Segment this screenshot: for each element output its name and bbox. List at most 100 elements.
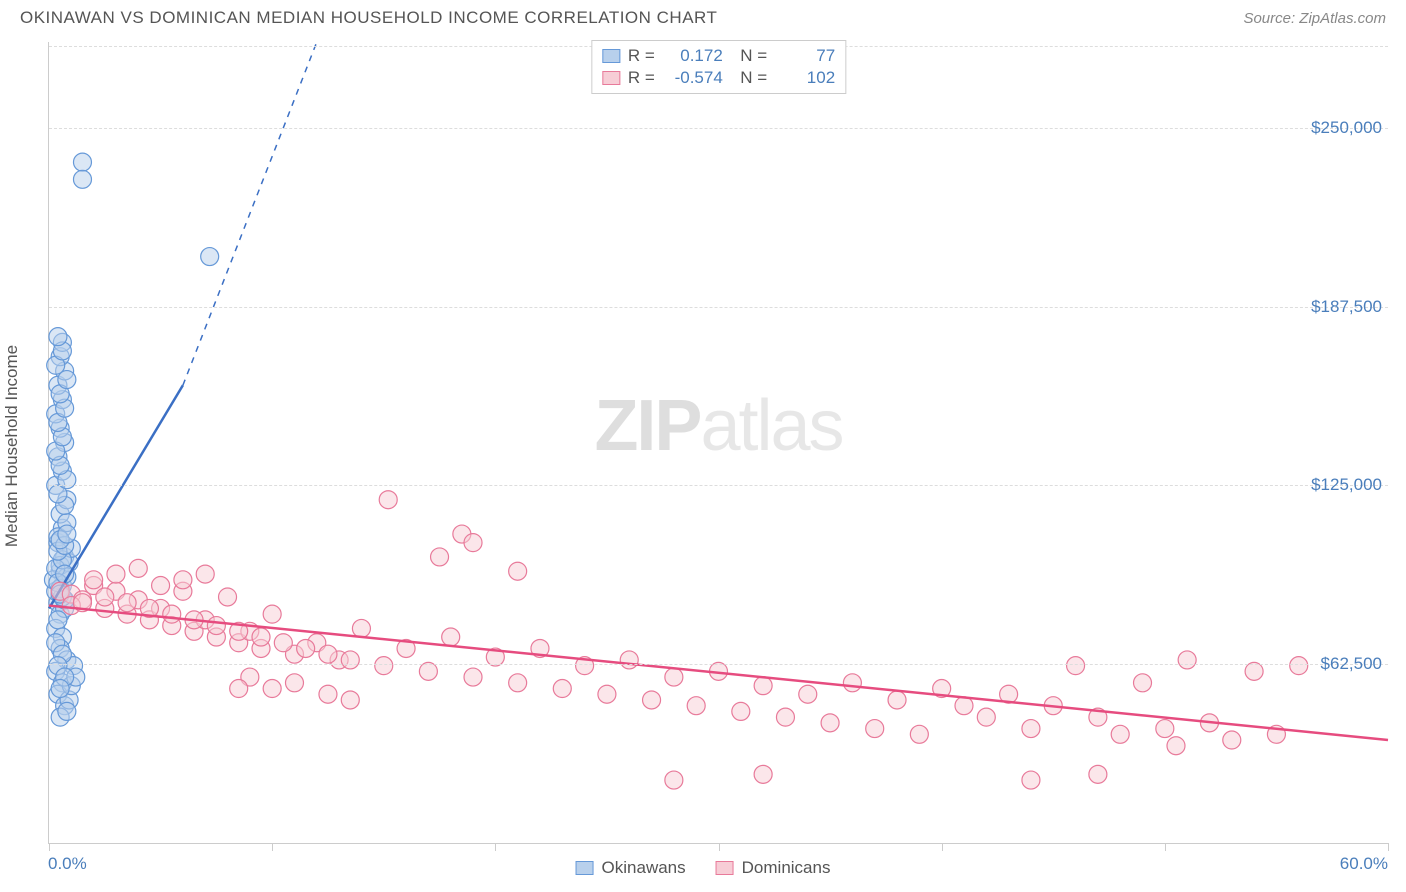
stat-r-value: -0.574 <box>663 68 723 88</box>
data-point <box>1223 731 1241 749</box>
x-axis-min-label: 0.0% <box>48 854 87 874</box>
data-point <box>776 708 794 726</box>
data-point <box>1167 737 1185 755</box>
data-point <box>118 594 136 612</box>
data-point <box>297 639 315 657</box>
x-axis-max-label: 60.0% <box>1340 854 1388 874</box>
stat-r-value: 0.172 <box>663 46 723 66</box>
data-point <box>687 697 705 715</box>
data-point <box>129 559 147 577</box>
legend-swatch <box>602 71 620 85</box>
gridline <box>49 485 1388 486</box>
data-point <box>977 708 995 726</box>
data-point <box>1022 720 1040 738</box>
data-point <box>375 657 393 675</box>
data-point <box>509 674 527 692</box>
data-point <box>1067 657 1085 675</box>
data-point <box>955 697 973 715</box>
scatter-svg <box>49 42 1388 843</box>
stat-r-label: R = <box>628 46 655 66</box>
data-point <box>754 677 772 695</box>
data-point <box>1156 720 1174 738</box>
data-point <box>620 651 638 669</box>
x-tick <box>1165 843 1166 851</box>
x-tick <box>49 843 50 851</box>
data-point <box>96 588 114 606</box>
data-point <box>754 765 772 783</box>
data-point <box>252 628 270 646</box>
stat-n-value: 77 <box>775 46 835 66</box>
data-point <box>341 691 359 709</box>
data-point <box>85 571 103 589</box>
data-point <box>49 611 67 629</box>
y-tick-label: $125,000 <box>1311 475 1382 495</box>
gridline <box>49 307 1388 308</box>
y-axis-title: Median Household Income <box>2 345 22 547</box>
correlation-stats-legend: R = 0.172 N = 77R = -0.574 N = 102 <box>591 40 846 94</box>
stat-r-label: R = <box>628 68 655 88</box>
data-point <box>263 605 281 623</box>
y-tick-label: $187,500 <box>1311 297 1382 317</box>
legend-label: Dominicans <box>742 858 831 878</box>
data-point <box>152 577 170 595</box>
data-point <box>1134 674 1152 692</box>
data-point <box>799 685 817 703</box>
data-point <box>464 534 482 552</box>
trendline-extrapolation <box>183 42 317 385</box>
data-point <box>285 674 303 692</box>
gridline <box>49 128 1388 129</box>
x-tick <box>942 843 943 851</box>
data-point <box>866 720 884 738</box>
stat-n-value: 102 <box>775 68 835 88</box>
data-point <box>207 617 225 635</box>
data-point <box>219 588 237 606</box>
data-point <box>352 619 370 637</box>
legend-item: Dominicans <box>716 858 831 878</box>
data-point <box>665 771 683 789</box>
legend-swatch <box>602 49 620 63</box>
series-legend: Okinawans Dominicans <box>576 858 831 878</box>
data-point <box>274 634 292 652</box>
data-point <box>843 674 861 692</box>
data-point <box>58 525 76 543</box>
stat-n-label: N = <box>731 46 767 66</box>
data-point <box>51 680 69 698</box>
data-point <box>665 668 683 686</box>
data-point <box>732 702 750 720</box>
data-point <box>163 605 181 623</box>
data-point <box>201 248 219 266</box>
x-tick <box>1388 843 1389 851</box>
data-point <box>888 691 906 709</box>
data-point <box>379 491 397 509</box>
data-point <box>598 685 616 703</box>
data-point <box>1178 651 1196 669</box>
data-point <box>910 725 928 743</box>
source-attribution: Source: ZipAtlas.com <box>1243 10 1386 27</box>
data-point <box>509 562 527 580</box>
data-point <box>464 668 482 686</box>
chart-title: OKINAWAN VS DOMINICAN MEDIAN HOUSEHOLD I… <box>20 8 717 28</box>
data-point <box>174 571 192 589</box>
data-point <box>196 565 214 583</box>
data-point <box>73 170 91 188</box>
data-point <box>107 565 125 583</box>
x-tick <box>495 843 496 851</box>
data-point <box>1089 765 1107 783</box>
data-point <box>553 680 571 698</box>
y-tick-label: $62,500 <box>1321 654 1382 674</box>
data-point <box>263 680 281 698</box>
data-point <box>821 714 839 732</box>
data-point <box>49 328 67 346</box>
legend-label: Okinawans <box>602 858 686 878</box>
x-tick <box>719 843 720 851</box>
x-tick <box>272 843 273 851</box>
y-tick-label: $250,000 <box>1311 118 1382 138</box>
stats-row: R = 0.172 N = 77 <box>602 45 835 67</box>
data-point <box>58 702 76 720</box>
data-point <box>230 680 248 698</box>
chart-plot-area: ZIPatlas R =0.172 N =77R =-0.574 N =102 … <box>48 42 1388 844</box>
data-point <box>341 651 359 669</box>
data-point <box>442 628 460 646</box>
data-point <box>1111 725 1129 743</box>
data-point <box>73 153 91 171</box>
